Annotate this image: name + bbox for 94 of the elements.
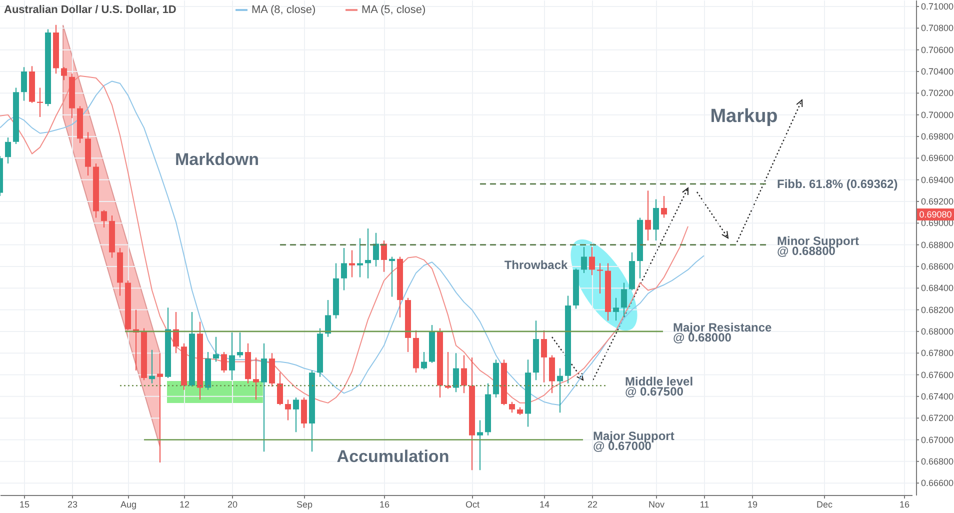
candlestick — [557, 368, 563, 414]
legend-label: MA (5, close) — [362, 4, 426, 16]
y-tick-label: 0.68000 — [921, 326, 954, 336]
x-tick-label: Oct — [465, 500, 480, 510]
y-tick-label: 0.68800 — [921, 240, 954, 250]
candlestick — [61, 66, 67, 81]
y-tick-label: 0.67800 — [921, 348, 954, 358]
x-tick-label: 11 — [700, 500, 710, 510]
candlestick — [229, 332, 235, 381]
y-tick-label: 0.69800 — [921, 131, 954, 142]
y-tick-label: 0.68600 — [921, 261, 954, 272]
x-tick-label: 20 — [227, 500, 238, 510]
candlestick — [365, 228, 371, 279]
x-tick-label: Nov — [648, 500, 665, 510]
annotation: Markup — [710, 106, 778, 127]
candlestick — [325, 300, 331, 338]
legend-label: MA (8, close) — [252, 4, 316, 16]
y-tick-label: 0.70000 — [921, 110, 954, 120]
ref-line-label: Middle level @ 0.67500 — [625, 374, 694, 399]
candlestick — [253, 356, 259, 400]
x-tick-label: 22 — [587, 500, 598, 510]
candlestick — [653, 198, 659, 241]
y-tick-label: 0.69200 — [921, 196, 954, 206]
y-tick-label: 0.67200 — [921, 413, 954, 424]
y-tick-label: 0.67000 — [921, 434, 954, 445]
x-tick-label: 16 — [379, 500, 390, 510]
x-tick-label: 23 — [67, 500, 78, 510]
candlestick — [221, 352, 227, 374]
candlestick — [421, 352, 427, 370]
x-tick-label: 16 — [899, 500, 910, 510]
y-tick-label: 0.71000 — [921, 2, 954, 12]
candlestick — [173, 311, 179, 354]
candlestick — [477, 420, 483, 471]
candlestick — [373, 232, 379, 267]
candlestick — [285, 399, 291, 421]
candlestick — [381, 240, 387, 272]
x-tick-label: Aug — [120, 500, 137, 510]
ref-line-label: Minor Support @ 0.68800 — [777, 234, 859, 258]
candlestick — [237, 332, 243, 358]
candlestick — [261, 342, 267, 452]
x-tick-label: 19 — [747, 500, 758, 510]
candlestick — [461, 354, 467, 394]
candlestick — [357, 238, 363, 278]
candlestick — [581, 246, 587, 274]
candlestick — [277, 372, 283, 406]
candlestick — [661, 196, 667, 218]
candlestick — [589, 246, 595, 276]
candlestick — [101, 210, 107, 228]
x-tick-label: Sep — [296, 500, 313, 510]
candlestick — [645, 190, 651, 241]
candlestick — [349, 250, 355, 278]
candlestick — [549, 354, 555, 394]
x-tick-label: 12 — [179, 500, 190, 510]
candlestick — [389, 256, 395, 298]
x-tick-label: Dec — [816, 500, 833, 510]
candlestick — [213, 336, 219, 362]
annotation: 0.69080 — [919, 209, 952, 220]
candlestick — [597, 262, 603, 294]
ref-line-label: Major Support @ 0.67000 — [593, 428, 674, 453]
chart-title: Australian Dollar / U.S. Dollar, 1D — [4, 4, 176, 16]
y-tick-label: 0.70200 — [921, 88, 954, 98]
annotation: Throwback — [504, 258, 568, 272]
y-tick-label: 0.66800 — [921, 456, 954, 466]
annotation: Accumulation — [336, 447, 450, 466]
ref-line-label: Major Resistance @ 0.68000 — [673, 320, 772, 344]
y-tick-label: 0.66600 — [921, 478, 954, 488]
candlestick — [613, 297, 619, 322]
candlestick — [445, 352, 451, 390]
y-tick-label: 0.68400 — [921, 283, 954, 294]
candlestick — [621, 282, 627, 318]
y-tick-label: 0.69400 — [921, 174, 954, 185]
candlestick — [293, 397, 299, 433]
candlestick — [37, 87, 43, 118]
candlestick — [453, 352, 459, 393]
candlestick — [301, 397, 307, 428]
candlestick — [21, 66, 27, 102]
x-tick-label: 14 — [539, 500, 550, 510]
y-tick-label: 0.70800 — [921, 23, 954, 34]
y-tick-label: 0.68200 — [921, 304, 954, 315]
candlestick — [5, 137, 11, 164]
candlestick — [157, 352, 163, 464]
annotation: Markdown — [174, 150, 260, 169]
candlestick — [541, 330, 547, 383]
candlestick — [509, 401, 515, 414]
ref-line-label: Fibb. 61.8% (0.69362) — [777, 176, 898, 191]
candlestick — [149, 349, 155, 384]
y-tick-label: 0.67600 — [921, 370, 954, 380]
x-tick-label: 15 — [19, 500, 30, 510]
y-tick-label: 0.67400 — [921, 391, 954, 402]
candlestick — [341, 248, 347, 291]
y-tick-label: 0.70600 — [921, 44, 954, 55]
y-tick-label: 0.69600 — [921, 153, 954, 164]
y-tick-label: 0.70400 — [921, 66, 954, 76]
y-tick-label: 0.69000 — [921, 218, 954, 228]
